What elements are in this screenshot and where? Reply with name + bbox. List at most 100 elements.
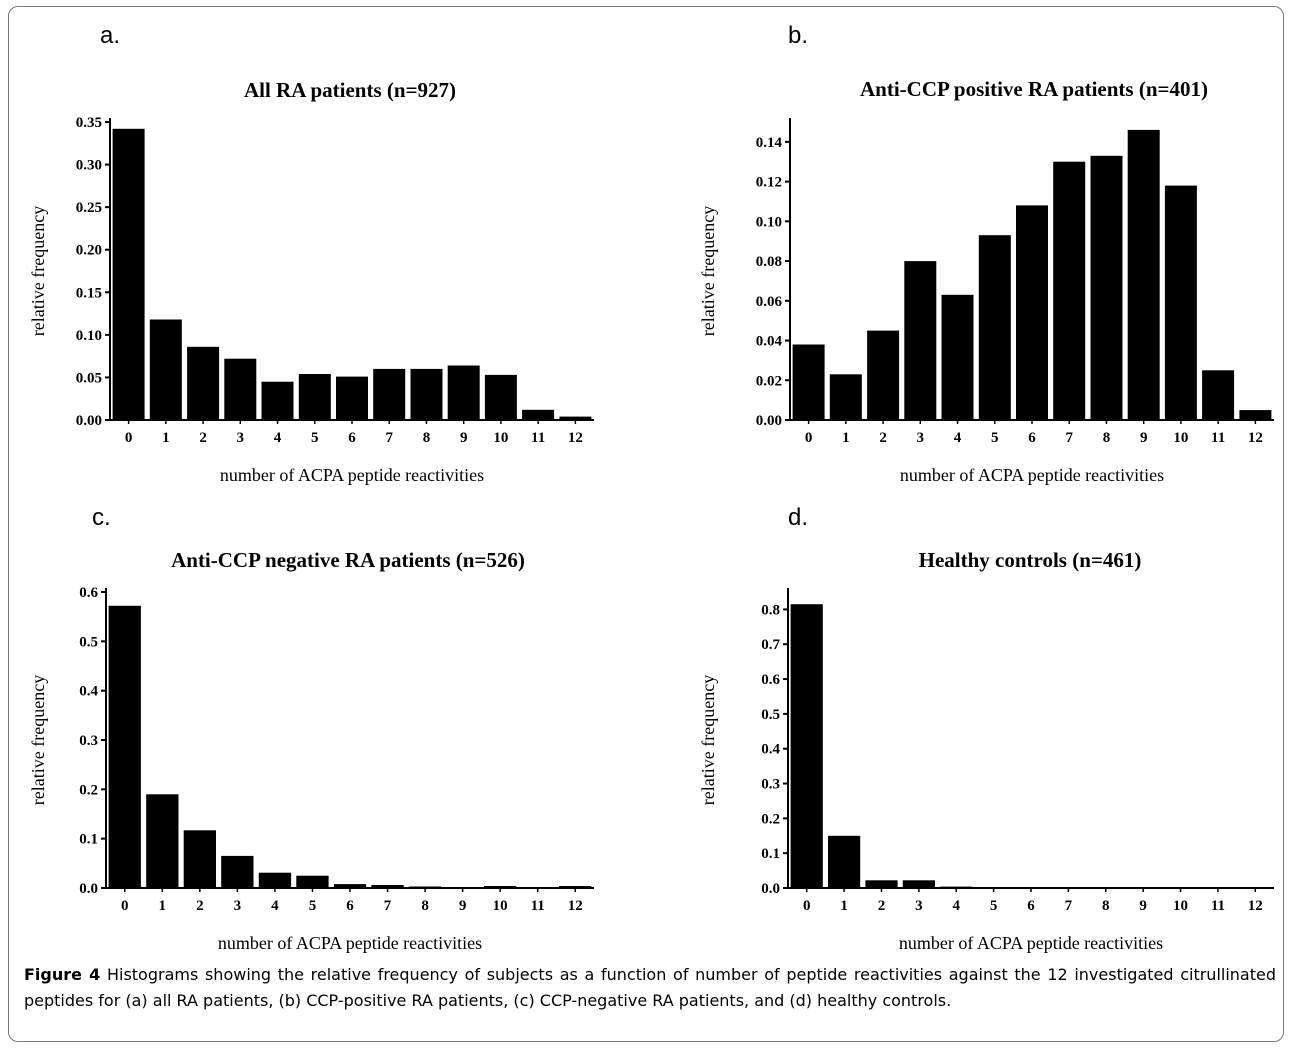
y-tick-label: 0.6 <box>79 585 98 601</box>
y-tick-label: 0.4 <box>79 684 98 700</box>
bar <box>298 374 331 420</box>
bar <box>902 880 935 888</box>
bar <box>296 875 329 888</box>
chart-title: Healthy controls (n=461) <box>918 548 1142 572</box>
y-tick-label: 0.0 <box>79 881 98 897</box>
panel-letter: d. <box>788 504 809 531</box>
bar <box>371 885 404 888</box>
y-tick-label: 0.05 <box>76 370 102 386</box>
y-tick-label: 0.6 <box>761 672 780 688</box>
x-tick-label: 1 <box>159 898 167 914</box>
y-tick-label: 0.10 <box>76 328 102 344</box>
histogram-b: 0.000.020.040.060.080.100.120.140 1 2 3 4 5 6 7… <box>698 118 1274 485</box>
x-tick-label: 5 <box>990 898 998 914</box>
x-tick-label: 6 <box>1027 898 1035 914</box>
x-tick-label: 11 <box>1211 430 1225 446</box>
x-tick-label: 7 <box>385 430 393 446</box>
bar <box>941 294 974 420</box>
bar <box>183 830 216 888</box>
panel-b: b. Anti-CCP positive RA patients (n=401)… <box>670 0 1290 485</box>
y-tick-label: 0.14 <box>756 135 783 151</box>
x-tick-label: 1 <box>842 430 850 446</box>
x-tick-label: 10 <box>1173 430 1188 446</box>
x-tick-label: 3 <box>917 430 925 446</box>
x-tick-label: 0 <box>121 898 129 914</box>
x-tick-label: 4 <box>274 430 282 446</box>
bar <box>559 416 592 420</box>
bar <box>108 605 141 888</box>
y-tick-label: 0.00 <box>756 413 782 429</box>
y-tick-label: 0.02 <box>756 373 782 389</box>
bar <box>1239 410 1272 420</box>
chart-title: Anti-CCP positive RA patients (n=401) <box>860 77 1208 101</box>
bar <box>336 376 368 420</box>
y-axis-label: relative frequency <box>698 675 718 805</box>
x-tick-label: 4 <box>271 898 279 914</box>
bar <box>1053 161 1086 420</box>
x-tick-label: 8 <box>1103 430 1111 446</box>
y-tick-label: 0.20 <box>76 243 102 259</box>
y-tick-label: 0.0 <box>761 881 780 897</box>
x-tick-label: 7 <box>384 898 392 914</box>
x-tick-label: 0 <box>803 898 811 914</box>
x-tick-label: 6 <box>1028 430 1036 446</box>
x-tick-label: 5 <box>991 430 999 446</box>
x-tick-label: 5 <box>311 430 319 446</box>
y-tick-label: 0.3 <box>79 733 98 749</box>
bar <box>410 368 443 420</box>
x-tick-label: 0 <box>805 430 813 446</box>
y-tick-label: 0.1 <box>79 832 98 848</box>
x-tick-label: 5 <box>309 898 317 914</box>
bar <box>904 261 937 420</box>
y-tick-label: 0.10 <box>756 214 782 230</box>
y-tick-label: 0.08 <box>756 254 782 270</box>
x-tick-label: 3 <box>234 898 242 914</box>
y-tick-label: 0.04 <box>756 334 783 350</box>
caption-text: Histograms showing the relative frequenc… <box>24 965 1276 1010</box>
x-axis-label: number of ACPA peptide reactivities <box>899 933 1163 953</box>
bar <box>1090 155 1123 421</box>
bar <box>261 381 294 420</box>
bar <box>828 835 861 888</box>
bar <box>1016 205 1048 420</box>
bar <box>865 880 898 888</box>
x-tick-label: 6 <box>346 898 354 914</box>
x-tick-label: 9 <box>459 898 467 914</box>
x-tick-label: 11 <box>531 430 545 446</box>
y-tick-label: 0.15 <box>76 285 102 301</box>
bar <box>522 409 555 420</box>
bar <box>1164 185 1197 420</box>
x-tick-label: 7 <box>1065 898 1073 914</box>
x-tick-label: 2 <box>196 898 204 914</box>
y-tick-label: 0.2 <box>79 782 98 798</box>
bar <box>187 346 220 420</box>
x-tick-label: 7 <box>1065 430 1073 446</box>
x-axis-label: number of ACPA peptide reactivities <box>220 465 484 485</box>
x-tick-label: 1 <box>162 430 170 446</box>
y-tick-label: 0.06 <box>756 294 783 310</box>
y-tick-label: 0.12 <box>756 175 782 191</box>
caption-label: Figure 4 <box>24 965 101 984</box>
x-tick-label: 1 <box>840 898 848 914</box>
bar <box>829 374 862 420</box>
x-tick-label: 10 <box>1173 898 1188 914</box>
x-tick-label: 3 <box>915 898 923 914</box>
y-tick-label: 0.4 <box>761 742 780 758</box>
y-tick-label: 0.1 <box>761 846 780 862</box>
bar <box>1202 370 1235 420</box>
bar <box>333 884 367 888</box>
panel-letter: c. <box>92 504 111 531</box>
x-tick-label: 4 <box>952 898 960 914</box>
y-tick-label: 0.7 <box>761 637 780 653</box>
panel-d: d. Healthy controls (n=461) 0.0 0.1 0.2 0.3… <box>670 470 1290 953</box>
bar <box>373 368 406 420</box>
y-tick-label: 0.25 <box>76 200 102 216</box>
x-tick-label: 0 <box>125 430 133 446</box>
figure-caption: Figure 4 Histograms showing the relative… <box>24 962 1276 1014</box>
panel-letter: a. <box>100 22 121 49</box>
x-tick-label: 11 <box>531 898 545 914</box>
panel-letter: b. <box>788 22 809 49</box>
x-tick-label: 3 <box>237 430 245 446</box>
y-tick-label: 0.35 <box>76 115 102 131</box>
x-tick-label: 9 <box>460 430 468 446</box>
